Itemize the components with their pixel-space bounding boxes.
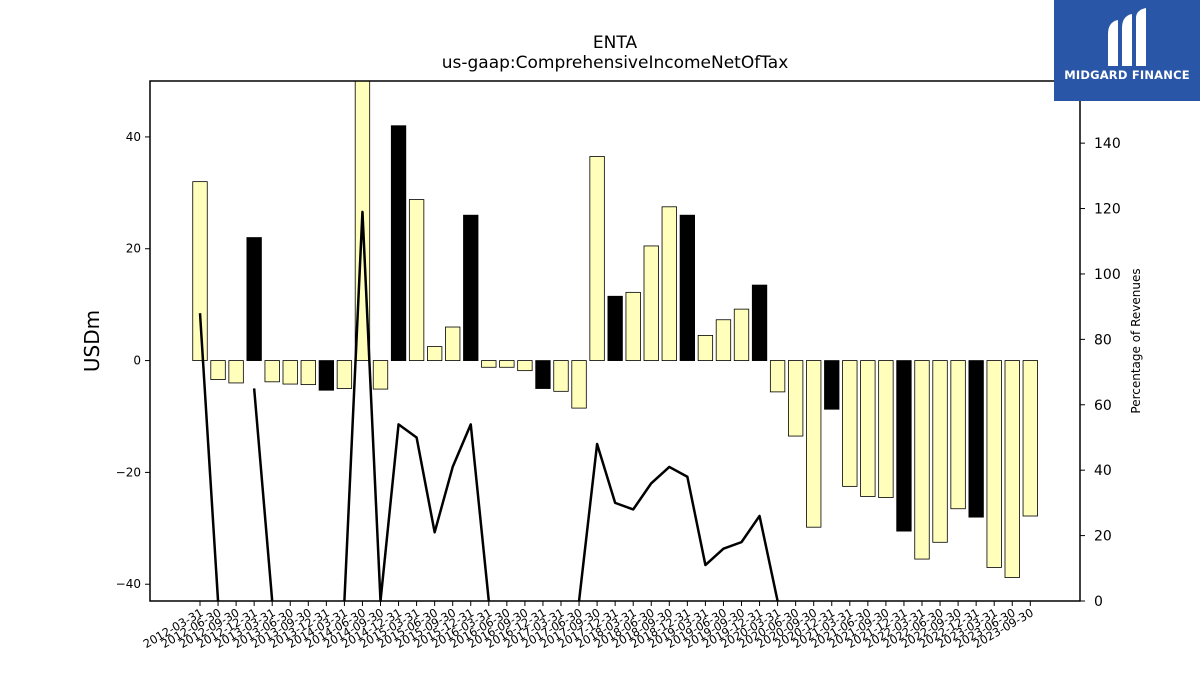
bar (932, 360, 948, 543)
bar (300, 360, 316, 386)
series-line (198, 313, 220, 602)
y-right-tick-label: 0 (1094, 594, 1103, 610)
bar (408, 199, 425, 361)
bar (806, 360, 822, 528)
bar (715, 319, 732, 361)
series-line (252, 388, 274, 602)
bar (788, 360, 804, 437)
midgard-finance-logo: MIDGARD FINANCE (1054, 0, 1200, 101)
y-axis-label-right: Percentage of Revenues (1129, 268, 1143, 413)
bar (968, 360, 984, 518)
bar (535, 360, 551, 389)
bar (733, 308, 750, 361)
bar (1004, 360, 1020, 578)
chart-title: ENTA (593, 33, 638, 53)
y-tick-label: 20 (126, 242, 141, 256)
bar (896, 360, 912, 532)
y-right-tick-label: 60 (1094, 398, 1112, 414)
y-right-tick-label: 40 (1094, 463, 1112, 479)
bar (390, 125, 407, 361)
bar (228, 360, 244, 384)
y-axis-label-left: USDm (80, 310, 104, 372)
bar (553, 360, 569, 392)
bar (914, 360, 930, 560)
series-line (577, 442, 779, 602)
bar (426, 346, 443, 361)
bar (336, 360, 353, 389)
y-right-tick-label: 80 (1094, 332, 1112, 348)
bar (499, 360, 515, 368)
series-line (343, 210, 491, 603)
bar (1022, 360, 1038, 517)
bar (878, 360, 894, 498)
y-right-tick-label: 100 (1094, 267, 1121, 283)
bar (860, 360, 876, 497)
bar (607, 295, 623, 361)
bar (571, 360, 587, 409)
bar (192, 181, 208, 361)
chart-subtitle: us-gaap:ComprehensiveIncomeNetOfTax (442, 53, 789, 73)
midgard-logo-icon (1108, 8, 1146, 66)
bar (463, 214, 479, 361)
bar (679, 214, 695, 361)
bar (246, 237, 262, 361)
logo-text: MIDGARD FINANCE (1064, 68, 1190, 82)
bar (643, 245, 659, 361)
y-right-tick-label: 120 (1094, 202, 1121, 218)
bar (751, 284, 768, 361)
bar (282, 360, 298, 385)
y-right-tick-label: 20 (1094, 529, 1112, 545)
y-right-tick-label: 140 (1094, 136, 1121, 152)
bar (264, 360, 280, 383)
y-tick-label: 40 (126, 130, 141, 144)
bar (517, 360, 533, 372)
y-tick-label: −20 (116, 465, 141, 479)
bar (445, 326, 461, 361)
bar (318, 360, 335, 391)
bar (986, 360, 1002, 568)
bar (697, 335, 714, 361)
y-tick-label: 0 (133, 354, 141, 368)
bar (589, 156, 605, 361)
bar (661, 206, 677, 361)
bar (950, 360, 966, 510)
bar (210, 360, 226, 380)
bar (372, 360, 389, 390)
bar (481, 360, 497, 368)
bar (769, 360, 786, 393)
bar (625, 291, 641, 361)
bar (824, 360, 840, 410)
bar (842, 360, 858, 487)
y-tick-label: −40 (116, 577, 141, 591)
